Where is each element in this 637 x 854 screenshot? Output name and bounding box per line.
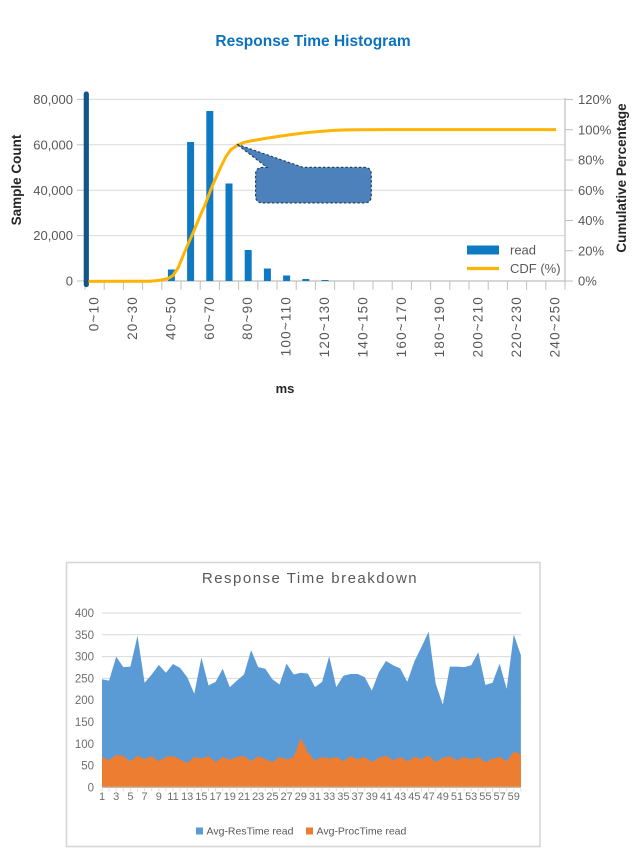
- svg-text:100~110: 100~110: [279, 296, 294, 356]
- svg-text:140~150: 140~150: [355, 296, 370, 357]
- svg-text:Response Time Histogram: Response Time Histogram: [215, 33, 410, 50]
- svg-text:7: 7: [142, 791, 148, 803]
- svg-text:160~170: 160~170: [394, 296, 409, 357]
- svg-text:40~50: 40~50: [163, 296, 178, 340]
- svg-text:53: 53: [465, 791, 477, 803]
- svg-text:55: 55: [479, 791, 491, 803]
- svg-text:220~230: 220~230: [509, 296, 524, 357]
- svg-text:Sample Count: Sample Count: [9, 134, 24, 225]
- svg-text:100: 100: [75, 739, 94, 751]
- svg-text:120%: 120%: [578, 92, 612, 107]
- svg-text:35: 35: [337, 791, 349, 803]
- svg-text:33: 33: [323, 791, 335, 803]
- svg-text:240~250: 240~250: [547, 296, 562, 357]
- svg-text:400: 400: [75, 608, 94, 620]
- svg-text:350: 350: [75, 630, 94, 642]
- svg-text:120~130: 120~130: [317, 296, 332, 357]
- svg-text:0: 0: [66, 274, 73, 289]
- svg-text:21: 21: [238, 791, 250, 803]
- svg-text:80%: 80%: [578, 153, 604, 168]
- svg-text:read: read: [510, 243, 536, 258]
- svg-text:60%: 60%: [578, 183, 604, 198]
- svg-text:100%: 100%: [578, 122, 612, 137]
- svg-text:45: 45: [408, 791, 420, 803]
- svg-text:59: 59: [508, 791, 520, 803]
- svg-text:9: 9: [156, 791, 162, 803]
- svg-text:Avg-ResTime read: Avg-ResTime read: [207, 826, 294, 838]
- svg-text:200~210: 200~210: [471, 296, 486, 357]
- svg-text:51: 51: [451, 791, 463, 803]
- svg-text:27: 27: [280, 791, 292, 803]
- svg-text:47: 47: [422, 791, 434, 803]
- svg-text:0: 0: [88, 782, 94, 794]
- svg-text:3: 3: [113, 791, 119, 803]
- svg-text:40,000: 40,000: [33, 183, 73, 198]
- svg-text:20,000: 20,000: [33, 228, 73, 243]
- svg-text:300: 300: [75, 652, 94, 664]
- svg-text:Cumulative Percentage: Cumulative Percentage: [614, 103, 629, 253]
- svg-text:150: 150: [75, 717, 94, 729]
- svg-text:20%: 20%: [578, 243, 604, 258]
- svg-text:ms: ms: [276, 381, 295, 396]
- svg-text:200: 200: [75, 695, 94, 707]
- svg-text:41: 41: [380, 791, 392, 803]
- svg-text:23: 23: [252, 791, 264, 803]
- svg-text:180~190: 180~190: [432, 296, 447, 357]
- svg-text:11: 11: [167, 791, 178, 803]
- svg-text:37: 37: [351, 791, 363, 803]
- svg-text:15: 15: [195, 791, 207, 803]
- svg-text:31: 31: [309, 791, 321, 803]
- svg-text:40%: 40%: [578, 213, 604, 228]
- svg-text:39: 39: [366, 791, 378, 803]
- svg-text:17: 17: [209, 791, 221, 803]
- svg-text:50: 50: [81, 761, 94, 773]
- svg-text:250: 250: [75, 673, 94, 685]
- svg-text:13: 13: [181, 791, 193, 803]
- svg-text:19: 19: [224, 791, 236, 803]
- svg-text:Avg-ProcTime read: Avg-ProcTime read: [317, 826, 407, 838]
- svg-text:1: 1: [99, 791, 105, 803]
- svg-text:0%: 0%: [578, 274, 597, 289]
- svg-text:CDF (%): CDF (%): [510, 261, 561, 276]
- svg-text:Response Time breakdown: Response Time breakdown: [202, 570, 418, 587]
- svg-text:0~10: 0~10: [87, 296, 102, 331]
- svg-text:20~30: 20~30: [125, 296, 140, 340]
- svg-text:80~90: 80~90: [240, 296, 255, 340]
- svg-text:57: 57: [493, 791, 505, 803]
- svg-text:43: 43: [394, 791, 406, 803]
- svg-text:5: 5: [127, 791, 133, 803]
- svg-text:60,000: 60,000: [33, 137, 73, 152]
- svg-text:80,000: 80,000: [33, 92, 73, 107]
- svg-text:60~70: 60~70: [202, 296, 217, 340]
- svg-text:49: 49: [437, 791, 449, 803]
- svg-text:25: 25: [266, 791, 278, 803]
- svg-text:29: 29: [295, 791, 307, 803]
